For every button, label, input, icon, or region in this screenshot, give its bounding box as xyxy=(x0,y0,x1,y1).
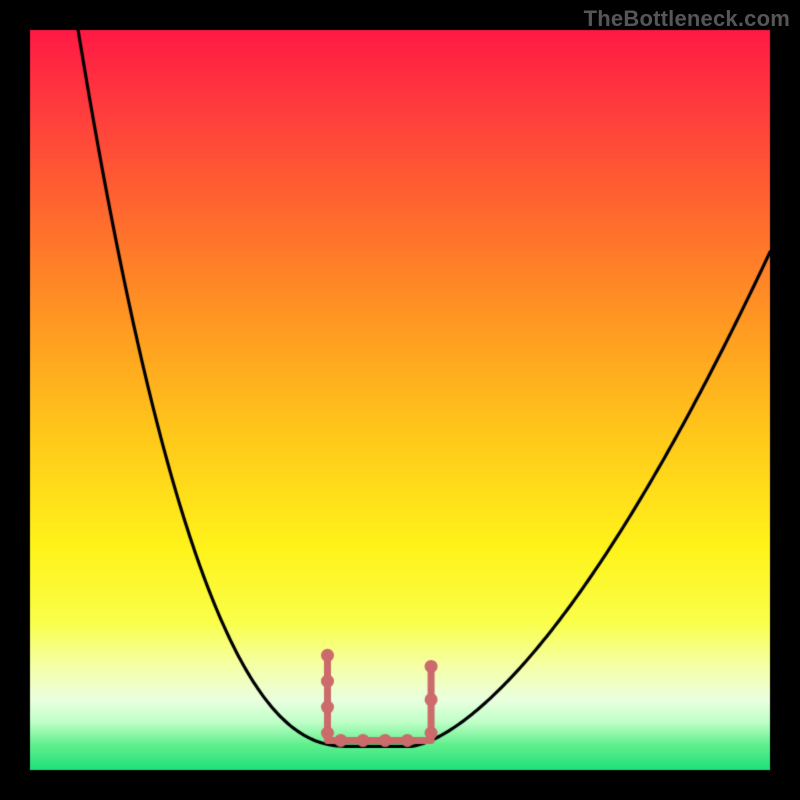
watermark-text: TheBottleneck.com xyxy=(584,6,790,32)
bottleneck-chart-canvas xyxy=(0,0,800,800)
